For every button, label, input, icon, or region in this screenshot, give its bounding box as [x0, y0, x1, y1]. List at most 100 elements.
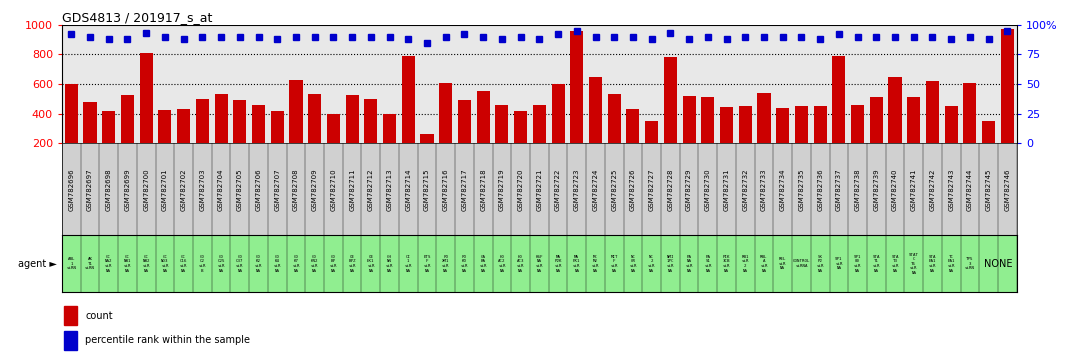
Text: GSM782740: GSM782740: [892, 168, 898, 211]
Bar: [945, 106, 958, 143]
Bar: [832, 56, 846, 143]
Bar: [682, 96, 695, 143]
Text: GSM782708: GSM782708: [293, 168, 299, 211]
Text: GSM782720: GSM782720: [518, 168, 523, 211]
Text: GSM782746: GSM782746: [1004, 168, 1010, 211]
Bar: [309, 95, 321, 143]
Text: GSM782733: GSM782733: [761, 168, 767, 211]
Bar: [889, 77, 901, 143]
Bar: [103, 112, 115, 143]
Text: SP1
siR
NA: SP1 siR NA: [835, 257, 843, 270]
Text: HD
AC2
siR
NA: HD AC2 siR NA: [498, 255, 505, 273]
Bar: [64, 306, 77, 325]
Text: GSM782721: GSM782721: [536, 168, 543, 211]
Text: GSM782725: GSM782725: [611, 168, 617, 211]
Bar: [608, 95, 621, 143]
Bar: [64, 331, 77, 350]
Text: GSM782706: GSM782706: [255, 168, 262, 211]
Text: GSM782745: GSM782745: [986, 168, 992, 211]
Bar: [65, 84, 78, 143]
Text: STAT
C
T6
siR
NA: STAT C T6 siR NA: [909, 252, 918, 275]
Text: GSM782701: GSM782701: [162, 168, 168, 211]
Text: CE
EK1
siR
NA: CE EK1 siR NA: [367, 255, 375, 273]
Text: GSM782711: GSM782711: [349, 168, 356, 211]
Bar: [327, 114, 340, 143]
Bar: [233, 101, 247, 143]
Bar: [364, 99, 377, 143]
Text: CONTROL
siRNA: CONTROL siRNA: [792, 259, 811, 268]
Bar: [195, 99, 209, 143]
Text: MA
P2K
siR
NA: MA P2K siR NA: [554, 255, 562, 273]
Bar: [270, 111, 284, 143]
Bar: [252, 105, 265, 143]
Text: GSM782713: GSM782713: [387, 168, 393, 211]
Text: GSM782742: GSM782742: [929, 168, 936, 211]
Bar: [346, 95, 359, 143]
Text: GSM782732: GSM782732: [742, 168, 749, 211]
Bar: [158, 110, 172, 143]
Bar: [177, 109, 190, 143]
Bar: [458, 101, 471, 143]
Text: GSM782741: GSM782741: [911, 168, 916, 211]
Text: GSM782697: GSM782697: [87, 168, 93, 211]
Text: GSM782710: GSM782710: [330, 168, 336, 211]
Text: GSM782704: GSM782704: [218, 168, 224, 211]
Text: CD
C37
siR
NA: CD C37 siR NA: [236, 255, 244, 273]
Text: GSM782705: GSM782705: [237, 168, 242, 211]
Text: GSM782723: GSM782723: [574, 168, 580, 211]
Text: GSM782715: GSM782715: [424, 168, 430, 211]
Text: GSM782738: GSM782738: [854, 168, 861, 211]
Text: GSM782736: GSM782736: [817, 168, 823, 211]
Text: CC
C16
siR
NA: CC C16 siR NA: [179, 255, 187, 273]
Text: CD
KN2
siR
NA: CD KN2 siR NA: [311, 255, 318, 273]
Bar: [1001, 29, 1014, 143]
Bar: [439, 82, 452, 143]
Text: GSM782722: GSM782722: [555, 168, 561, 211]
Text: CD
BP
siR
NA: CD BP siR NA: [330, 255, 337, 273]
Text: TC
EA1
siR
NA: TC EA1 siR NA: [947, 255, 955, 273]
Bar: [402, 56, 414, 143]
Text: MIT
F
siR
NA: MIT F siR NA: [611, 255, 618, 273]
Bar: [289, 80, 302, 143]
Text: GSM782718: GSM782718: [481, 168, 486, 211]
Bar: [926, 81, 939, 143]
Text: TP5
3
siRN: TP5 3 siRN: [964, 257, 975, 270]
Bar: [983, 121, 995, 143]
Bar: [645, 121, 658, 143]
Text: CD
C25
siR
NA: CD C25 siR NA: [217, 255, 225, 273]
Text: ABL
1
siRN: ABL 1 siRN: [66, 257, 76, 270]
Text: CD
K7
siR
NA: CD K7 siR NA: [293, 255, 300, 273]
Text: GSM782716: GSM782716: [443, 168, 449, 211]
Bar: [869, 97, 883, 143]
Text: ETS
F
siR
NA: ETS F siR NA: [423, 255, 430, 273]
Bar: [720, 107, 733, 143]
Text: STA
T3
siR
NA: STA T3 siR NA: [892, 255, 899, 273]
Text: PIK
3CB
siR
NA: PIK 3CB siR NA: [723, 255, 731, 273]
Text: count: count: [85, 311, 113, 321]
Text: STA
T1
siR
NA: STA T1 siR NA: [873, 255, 880, 273]
Text: NC
OR
siR
NA: NC OR siR NA: [629, 255, 637, 273]
Bar: [496, 105, 508, 143]
Text: MC
M2
siR
NA: MC M2 siR NA: [592, 255, 599, 273]
Bar: [476, 91, 490, 143]
Text: RBL
A
siR
NA: RBL A siR NA: [760, 255, 768, 273]
Text: percentile rank within the sample: percentile rank within the sample: [85, 335, 250, 345]
Text: GSM782726: GSM782726: [630, 168, 635, 211]
Bar: [907, 97, 921, 143]
Text: CC
NA2
siR
NA: CC NA2 siR NA: [105, 255, 112, 273]
Bar: [757, 93, 770, 143]
Bar: [421, 135, 434, 143]
Text: GDS4813 / 201917_s_at: GDS4813 / 201917_s_at: [62, 11, 213, 24]
Bar: [963, 83, 976, 143]
Bar: [795, 106, 808, 143]
Text: GSM782712: GSM782712: [367, 168, 374, 211]
Text: GSM782735: GSM782735: [799, 168, 804, 211]
Bar: [776, 108, 789, 143]
Text: GSM782702: GSM782702: [180, 168, 187, 211]
Text: GSM782729: GSM782729: [686, 168, 692, 211]
Text: SP1
00
siR
NA: SP1 00 siR NA: [853, 255, 862, 273]
Text: PA
NA
siR
NA: PA NA siR NA: [686, 255, 693, 273]
Text: STA
EA1
siR
NA: STA EA1 siR NA: [929, 255, 937, 273]
Text: SK
P2
siR
NA: SK P2 siR NA: [816, 255, 823, 273]
Text: CC
NB2
siR
NA: CC NB2 siR NA: [142, 255, 150, 273]
